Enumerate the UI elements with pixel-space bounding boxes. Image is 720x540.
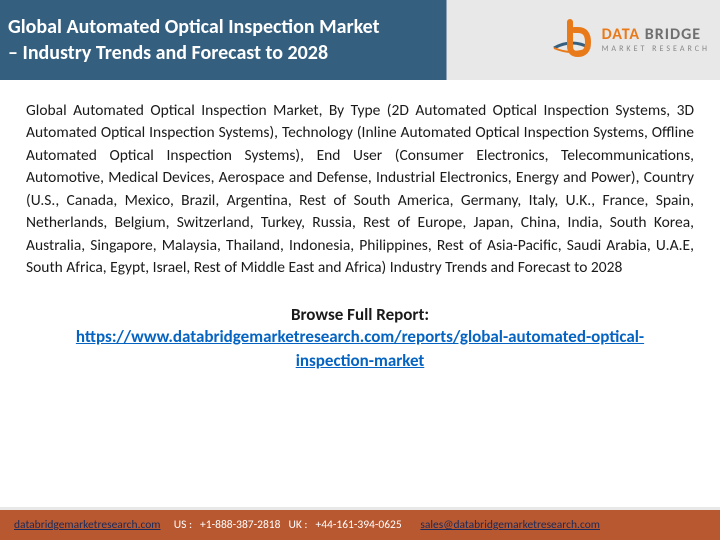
footer-uk-phone: +44-161-394-0625 (315, 518, 401, 532)
footer-website-link[interactable]: databridgemarketresearch.com (14, 518, 161, 532)
title-line-2: – Industry Trends and Forecast to 2028 (8, 41, 328, 65)
logo-word-2: BRIDGE (645, 25, 701, 44)
title-line-1: Global Automated Optical Inspection Mark… (8, 15, 380, 39)
browse-section: Browse Full Report: https://www.databrid… (0, 290, 720, 374)
logo-icon (550, 18, 594, 62)
page-title: Global Automated Optical Inspection Mark… (0, 14, 446, 66)
footer-email-link[interactable]: sales@databridgemarketresearch.com (420, 518, 600, 532)
logo-subtitle: MARKET RESEARCH (602, 45, 710, 53)
body-paragraph: Global Automated Optical Inspection Mark… (0, 80, 720, 290)
logo-word-1: DATA (602, 25, 641, 44)
footer-us-label: US : (169, 518, 193, 532)
footer-bar: databridgemarketresearch.com US : +1-888… (0, 507, 720, 540)
logo-text: DATA BRIDGE MARKET RESEARCH (602, 27, 710, 53)
footer-us-phone: +1-888-387-2818 (200, 518, 280, 532)
logo-brand: DATA BRIDGE (602, 27, 710, 43)
header-banner: Global Automated Optical Inspection Mark… (0, 0, 720, 80)
logo: DATA BRIDGE MARKET RESEARCH (550, 18, 710, 62)
footer-uk-label: UK : (288, 518, 307, 532)
browse-label: Browse Full Report: (40, 304, 680, 325)
browse-report-link[interactable]: https://www.databridgemarketresearch.com… (40, 325, 680, 374)
